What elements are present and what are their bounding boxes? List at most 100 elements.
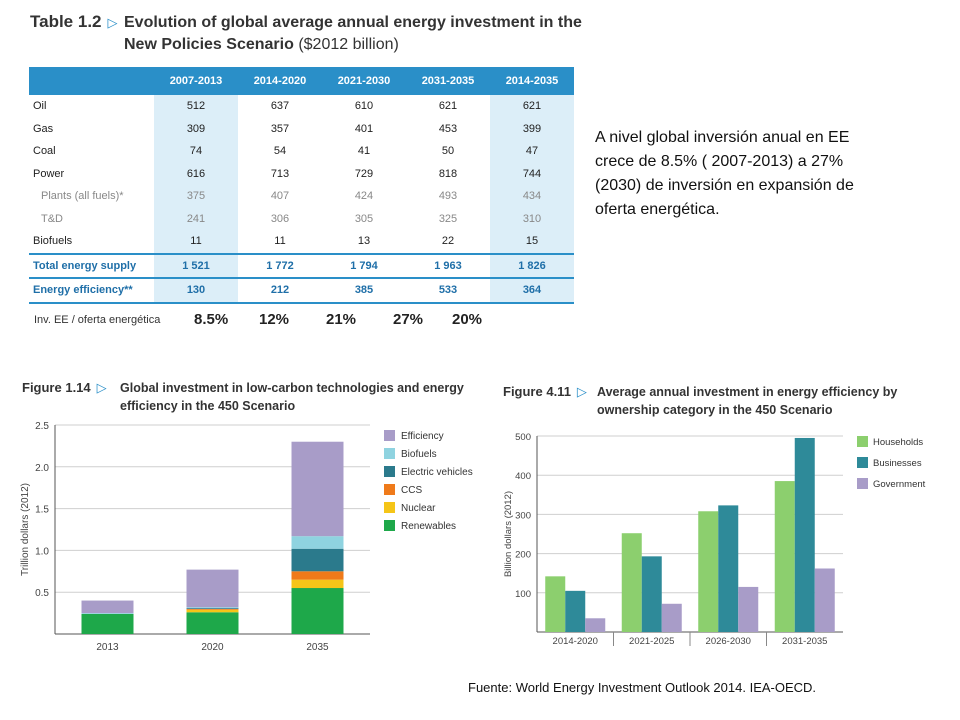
row-label: Gas [33,122,54,135]
ratio-value: 20% [452,311,483,328]
x-tick-label: 2013 [96,642,119,653]
row-label: T&D [41,212,63,225]
bar-government [814,568,835,632]
table-cell: 401 [354,122,374,135]
figure-1-label: Figure 1.14 ▷ [22,380,107,395]
triangle-icon: ▷ [576,384,587,399]
table-cell: 610 [354,100,374,113]
table-cell: 241 [154,207,238,230]
row-label: Biofuels [33,235,73,248]
bar-segment-renewables [81,613,134,634]
legend-swatch [384,502,395,513]
table-cell: 212 [238,278,322,304]
row-label: Coal [33,145,56,158]
table-cell: 713 [270,167,290,180]
x-tick-label: 2026-2030 [706,636,751,647]
bar-households [545,576,566,632]
column-header: 2014-2020 [238,67,322,95]
figure-1-title: Global investment in low-carbon technolo… [120,381,464,413]
ratio-label: Inv. EE / oferta energética [34,314,161,326]
table-header-row: 2007-2013 2014-2020 2021-2030 2031-2035 2014… [29,67,574,95]
table-cell: 1 826 [490,252,574,279]
bar-segment-renewables [291,588,344,634]
table-cell: 621 [490,95,574,118]
table-unit: ($2012 billion) [298,36,399,53]
table-row: Oil 512 637 610 621 621 [29,95,574,118]
column-header: 2014-2035 [490,67,574,95]
ratio-value: 21% [326,311,357,328]
y-tick-label: 500 [515,432,531,443]
table-cell: 616 [154,162,238,185]
legend-swatch [857,478,868,489]
bar-segment-biofuels [186,607,239,609]
column-header: 2031-2035 [406,67,490,95]
header-cell-empty [29,67,154,95]
x-tick-label: 2021-2025 [629,636,674,647]
x-tick-label: 2014-2020 [553,636,598,647]
table-row: Power 616 713 729 818 744 [29,162,574,185]
legend-swatch [384,448,395,459]
table-cell: 424 [354,190,374,203]
table-row: Coal 74 54 41 50 47 [29,140,574,163]
bar-government [585,618,606,632]
table-cell: 50 [441,145,455,158]
table-cell: 364 [490,278,574,304]
table-cell: 375 [154,185,238,208]
y-tick-label: 2.0 [35,463,49,474]
legend-label: Nuclear [401,503,436,514]
legend-swatch [384,430,395,441]
table-cell: 74 [154,140,238,163]
bar-segment-biofuels [81,613,134,614]
bar-government [738,586,759,632]
bar-segment-nuclear [186,609,239,613]
table-cell: 47 [490,140,574,163]
bar-businesses [641,556,662,632]
bar-segment-electric-vehicles [291,548,344,572]
y-axis-label: Trillion dollars (2012) [20,483,31,576]
figure-2-title: Average annual investment in energy effi… [597,385,898,417]
bar-households [698,511,719,632]
legend-label: Electric vehicles [401,467,473,478]
legend-label: Government [873,479,926,490]
table-cell: 1 772 [238,252,322,279]
table-cell: 15 [490,230,574,254]
x-tick-label: 2035 [306,642,329,653]
legend-swatch [857,457,868,468]
table-cell: 453 [438,122,458,135]
table-cell: 434 [490,185,574,208]
y-tick-label: 0.5 [35,588,49,599]
legend-swatch [384,484,395,495]
ratio-value: 12% [259,311,290,328]
table-cell: 306 [270,212,290,225]
column-header: 2007-2013 [154,67,238,95]
table-row: Plants (all fuels)* 375 407 424 493 434 [29,185,574,208]
bar-households [774,481,795,632]
table-cell: 818 [438,167,458,180]
table-cell: 407 [270,190,290,203]
efficiency-ownership-chart: 100 200 300 400 500 Billion dollars (2012) 201… [503,432,926,647]
table-row: Energy efficiency** 130 212 385 533 364 [29,278,574,304]
table-cell: 11 [274,235,286,248]
table-cell: 399 [490,117,574,140]
y-tick-label: 400 [515,471,531,482]
table-row: Biofuels 11 11 13 22 15 [29,230,574,254]
legend-swatch [857,436,868,447]
energy-investment-table: 2007-2013 2014-2020 2021-2030 2031-2035 2014… [29,67,574,304]
legend-label: Efficiency [401,431,444,442]
table-cell: 54 [273,145,287,158]
bar-businesses [718,505,739,632]
table-cell: 533 [406,278,490,304]
table-cell: 22 [441,235,455,248]
table-cell: 310 [490,207,574,230]
bar-households [621,533,642,632]
y-tick-label: 200 [515,550,531,561]
bar-segment-efficiency [186,569,239,608]
table-cell: 744 [490,162,574,185]
x-tick-label: 2031-2035 [782,636,827,647]
y-tick-label: 1.5 [35,505,49,516]
legend-swatch [384,520,395,531]
table-row: Total energy supply 1 521 1 772 1 794 1 963 1… [29,252,574,279]
table-cell: 1 963 [406,252,490,279]
table-cell: 305 [354,212,374,225]
table-label: Table 1.2 ▷ [30,12,118,31]
